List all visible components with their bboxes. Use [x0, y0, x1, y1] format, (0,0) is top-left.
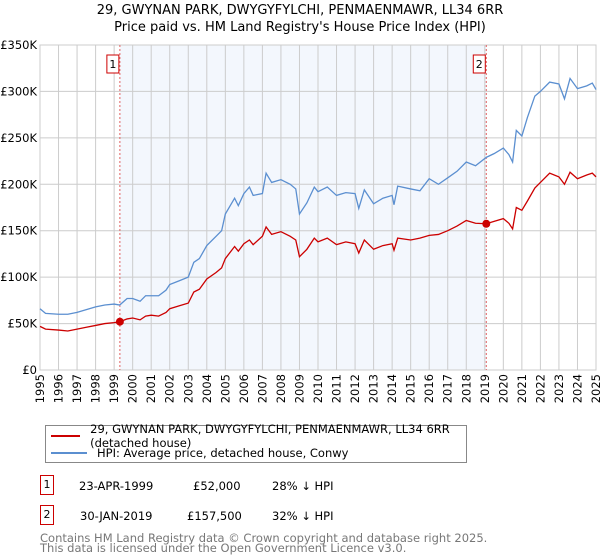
y-tick-label: £250K [0, 131, 37, 145]
sale-hpi: 32% ↓ HPI [272, 509, 334, 523]
sale-point [115, 317, 124, 326]
x-tick-label: 2024 [570, 374, 584, 403]
y-tick-label: £0 [22, 363, 37, 377]
y-tick-label: £350K [0, 38, 37, 52]
x-tick-label: 2008 [274, 374, 288, 403]
footer-copyright: Contains HM Land Registry data © Crown c… [40, 531, 488, 545]
sale-date: 30-JAN-2019 [80, 509, 153, 523]
y-tick-label: £150K [0, 224, 37, 238]
x-tick-label: 1996 [52, 374, 66, 403]
x-tick-label: 2009 [292, 374, 306, 403]
legend: 29, GWYNAN PARK, DWYGYFYLCHI, PENMAENMAW… [45, 422, 467, 463]
x-tick-label: 2006 [237, 374, 251, 403]
x-tick-label: 2003 [181, 374, 195, 403]
series-line [39, 171, 597, 332]
x-tick-label: 2012 [348, 374, 362, 403]
x-tick-label: 2021 [515, 374, 529, 403]
x-tick-label: 2014 [385, 374, 399, 403]
x-tick-label: 2011 [330, 374, 344, 403]
sale-badge: 1 [40, 475, 54, 495]
sale-marker-box [106, 54, 120, 74]
red-line-swatch [51, 435, 81, 437]
y-tick-label: £300K [0, 84, 37, 98]
legend-label: HPI: Average price, detached house, Conw… [97, 446, 349, 460]
x-tick-label: 2010 [311, 374, 325, 403]
sale-price: £52,000 [193, 479, 241, 493]
x-tick-label: 2016 [422, 374, 436, 403]
x-tick-label: 1995 [33, 374, 47, 403]
legend-item-property: 29, GWYNAN PARK, DWYGYFYLCHI, PENMAENMAW… [46, 422, 466, 450]
y-tick-label: £50K [8, 317, 38, 331]
sale-row-1: 1 23-APR-1999 £52,000 28% ↓ HPI [40, 475, 440, 497]
x-tick-label: 2004 [200, 374, 214, 403]
x-tick-label: 2020 [496, 374, 510, 403]
chart-subtitle: Price paid vs. HM Land Registry's House … [114, 20, 486, 35]
x-tick-label: 2019 [478, 374, 492, 403]
legend-label: 29, GWYNAN PARK, DWYGYFYLCHI, PENMAENMAW… [90, 422, 450, 450]
x-tick-label: 2025 [589, 374, 600, 403]
x-tick-label: 2007 [255, 374, 269, 403]
x-tick-label: 2018 [459, 374, 473, 403]
price-chart: 1995 1996 1997 1998 1999 2000 2001 2002 2003 2004… [0, 38, 600, 403]
sale-row-2: 2 30-JAN-2019 £157,500 32% ↓ HPI [40, 505, 440, 527]
sale-marker-label: 1 [109, 58, 116, 71]
x-tick-label: 2000 [126, 374, 140, 403]
sale-date: 23-APR-1999 [79, 479, 154, 493]
legend-item-hpi: HPI: Average price, detached house, Conw… [46, 445, 348, 461]
x-tick-label: 2013 [367, 374, 381, 403]
x-tick-label: 2001 [144, 374, 158, 403]
chart-title: 29, GWYNAN PARK, DWYGYFYLCHI, PENMAENMAW… [96, 3, 504, 18]
x-tick-label: 2022 [533, 374, 547, 403]
plot-frame [39, 44, 597, 371]
footer-licence: This data is licensed under the Open Gov… [40, 541, 407, 555]
sale-marker-label: 2 [476, 58, 483, 71]
sale-marker-box [472, 54, 486, 74]
y-tick-label: £200K [0, 177, 37, 191]
x-tick-label: 2017 [441, 374, 455, 403]
y-tick-label: £100K [0, 270, 37, 284]
x-tick-label: 2015 [404, 374, 418, 403]
x-tick-label: 1999 [107, 374, 121, 403]
x-tick-label: 2023 [552, 374, 566, 403]
blue-line-swatch [51, 452, 87, 454]
sale-point [482, 219, 491, 228]
sale-badge: 2 [40, 505, 54, 525]
sale-price: £157,500 [187, 509, 242, 523]
x-tick-label: 1997 [70, 374, 84, 403]
sale-hpi: 28% ↓ HPI [272, 479, 334, 493]
x-tick-label: 2002 [163, 374, 177, 403]
series-line [39, 76, 597, 315]
x-tick-label: 1998 [89, 374, 103, 403]
x-tick-label: 2005 [218, 374, 232, 403]
